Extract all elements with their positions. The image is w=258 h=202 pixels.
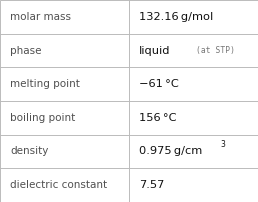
Text: molar mass: molar mass <box>10 12 71 22</box>
Text: liquid: liquid <box>139 45 171 56</box>
Text: 3: 3 <box>221 140 225 149</box>
Text: −61 °C: −61 °C <box>139 79 179 89</box>
Text: 0.975 g/cm: 0.975 g/cm <box>139 146 203 157</box>
Text: dielectric constant: dielectric constant <box>10 180 107 190</box>
Text: density: density <box>10 146 49 157</box>
Text: 156 °C: 156 °C <box>139 113 177 123</box>
Text: boiling point: boiling point <box>10 113 76 123</box>
Text: melting point: melting point <box>10 79 80 89</box>
Text: (at STP): (at STP) <box>196 46 235 55</box>
Text: phase: phase <box>10 45 42 56</box>
Text: 7.57: 7.57 <box>139 180 165 190</box>
Text: 132.16 g/mol: 132.16 g/mol <box>139 12 214 22</box>
